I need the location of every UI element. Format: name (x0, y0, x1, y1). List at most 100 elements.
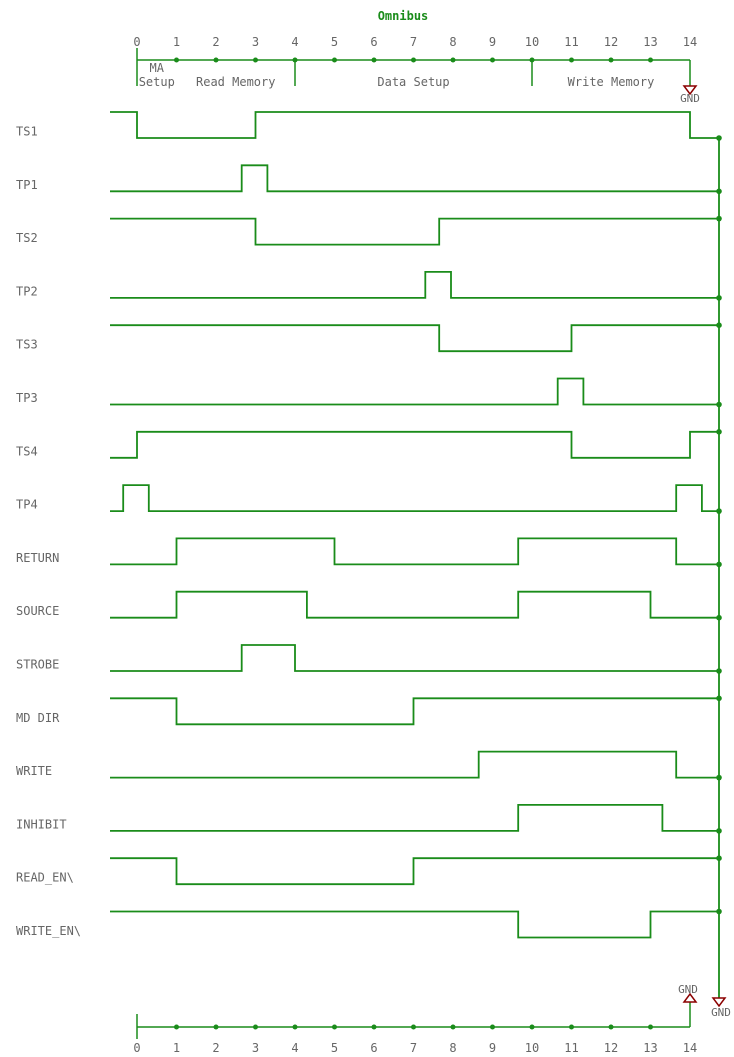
signal-label: STROBE (16, 658, 59, 672)
signal-trace (110, 271, 719, 299)
signal-label: INHIBIT (16, 817, 67, 831)
right-bus-line: GND GND GND (678, 60, 731, 1027)
bottom-tick-label: 2 (212, 1041, 219, 1055)
bottom-tick-dot (411, 1024, 416, 1030)
phase-label-line2: Setup (139, 75, 175, 89)
bottom-tick-dot (490, 1024, 495, 1030)
diagram-title: Omnibus (378, 9, 429, 23)
gnd-top-label: GND (680, 92, 700, 105)
bottom-tick-label: 0 (133, 1041, 140, 1055)
bottom-tick-dot (450, 1024, 456, 1030)
signal-trace (110, 164, 719, 193)
signal-label: TS4 (16, 444, 38, 458)
top-time-scale: 0 1 2 3 4 5 6 7 8 9 10 11 12 13 14 (133, 35, 697, 86)
top-tick-label: 9 (489, 35, 496, 49)
top-tick-dot (608, 57, 614, 63)
signal-trace (110, 910, 719, 939)
signal-label: SOURCE (16, 604, 59, 618)
bottom-tick-label: 14 (683, 1041, 697, 1055)
gnd-top-icon (682, 85, 698, 96)
signal-label: TS2 (16, 231, 38, 245)
signal-trace (110, 430, 719, 459)
gnd-bottom-label: GND (678, 983, 698, 996)
top-tick-label: 1 (173, 35, 180, 49)
bottom-tick-dot (174, 1024, 179, 1030)
signal-label: WRITE (16, 764, 52, 778)
signal-label: TP3 (16, 391, 38, 405)
phase-label: Read Memory (196, 75, 275, 89)
top-tick-label: 10 (525, 35, 539, 49)
bottom-tick-dot (569, 1024, 574, 1030)
top-tick-label: 5 (331, 35, 338, 49)
signal-label: TP4 (16, 498, 38, 512)
bottom-tick-label: 11 (564, 1041, 578, 1055)
bottom-tick-dot (608, 1024, 614, 1030)
top-tick-dot (411, 57, 416, 63)
top-tick-dot (253, 57, 258, 63)
gnd-bottom-icon (682, 992, 698, 1003)
top-tick-label: 12 (604, 35, 618, 49)
signal-label: TP1 (16, 178, 38, 192)
bottom-tick-label: 8 (449, 1041, 456, 1055)
top-tick-dot (648, 57, 653, 63)
bottom-tick-dot (213, 1024, 219, 1030)
top-tick-label: 4 (291, 35, 298, 49)
signal-trace (110, 644, 719, 672)
signal-trace (110, 750, 719, 779)
bottom-tick-label: 10 (525, 1041, 539, 1055)
bottom-tick-dot (529, 1024, 535, 1030)
bottom-tick-label: 12 (604, 1041, 618, 1055)
top-tick-dot (371, 57, 377, 63)
signal-trace (110, 857, 719, 886)
signal-trace (110, 590, 719, 619)
bottom-tick-label: 3 (252, 1041, 259, 1055)
signal-trace (110, 324, 719, 353)
top-tick-dot (569, 57, 574, 63)
top-tick-dot (332, 57, 337, 63)
phase-label: Write Memory (568, 75, 655, 89)
top-tick-dot (490, 57, 495, 63)
signal-label: MD DIR (16, 711, 60, 725)
top-tick-label: 14 (683, 35, 697, 49)
signal-trace (110, 804, 719, 832)
bottom-tick-label: 6 (370, 1041, 377, 1055)
gnd-bus-icon (711, 997, 727, 1008)
signal-label: WRITE_EN\ (16, 924, 81, 938)
signal-label: RETURN (16, 551, 59, 565)
signal-label: TS1 (16, 125, 38, 139)
bottom-tick-label: 13 (643, 1041, 657, 1055)
signal-trace (110, 217, 719, 246)
bottom-tick-label: 5 (331, 1041, 338, 1055)
top-tick-label: 13 (643, 35, 657, 49)
phase-label: MA (150, 61, 165, 75)
gnd-bus-label: GND (711, 1006, 731, 1019)
top-tick-label: 8 (449, 35, 456, 49)
bottom-tick-label: 7 (410, 1041, 417, 1055)
bottom-time-scale: 0 1 2 3 4 5 6 7 8 9 10 11 12 13 14 (133, 1014, 697, 1055)
bottom-tick-dot (253, 1024, 258, 1030)
top-tick-label: 6 (370, 35, 377, 49)
bottom-tick-label: 4 (291, 1041, 298, 1055)
top-tick-dot (450, 57, 456, 63)
top-tick-label: 7 (410, 35, 417, 49)
signal-traces: TS1 TP1 TS2 TP2 TS3 TP3 TS4 TP4 RETURN SOURCE STRO… (16, 111, 722, 939)
top-tick-label: 11 (564, 35, 578, 49)
signal-trace (110, 697, 719, 726)
top-tick-label: 3 (252, 35, 259, 49)
top-tick-label: 0 (133, 35, 140, 49)
bottom-tick-dot (292, 1024, 298, 1030)
top-tick-label: 2 (212, 35, 219, 49)
signal-trace (110, 377, 719, 406)
signal-label: TS3 (16, 338, 38, 352)
bottom-tick-label: 9 (489, 1041, 496, 1055)
signal-trace (110, 484, 719, 512)
signal-trace (110, 537, 719, 566)
bottom-tick-label: 1 (173, 1041, 180, 1055)
bottom-tick-dot (371, 1024, 377, 1030)
signal-label: READ_EN\ (16, 871, 74, 885)
top-tick-dot (174, 57, 179, 63)
signal-trace (110, 111, 719, 139)
top-tick-dot (213, 57, 219, 63)
bottom-tick-dot (332, 1024, 337, 1030)
